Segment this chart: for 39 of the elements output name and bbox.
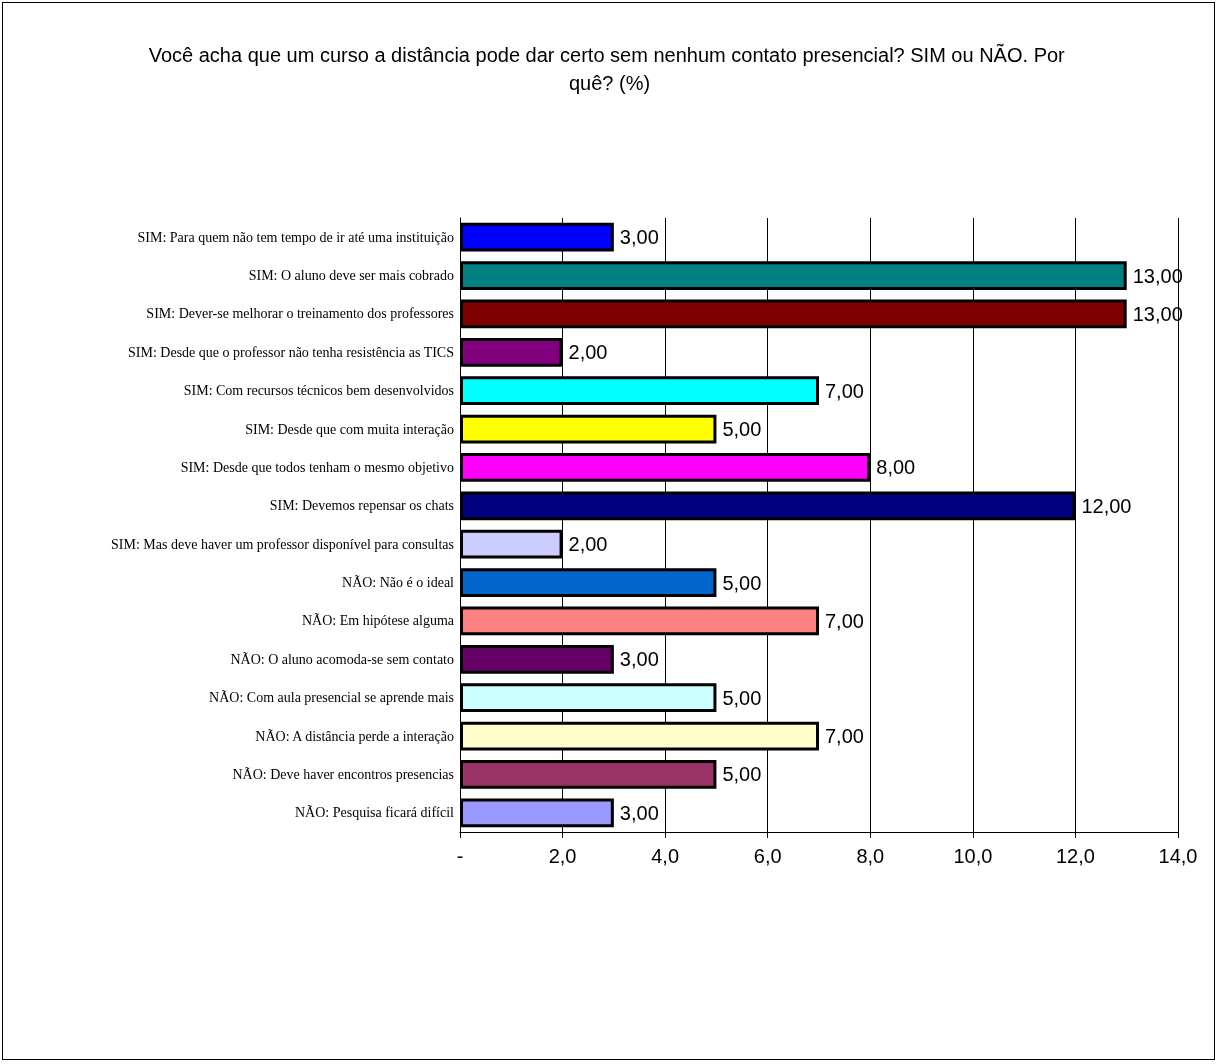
data-label: 5,00 [722,763,762,786]
y-tick-label: NÃO: Deve haver encontros presencias [232,766,454,782]
data-label: 3,00 [619,648,659,671]
y-tick-label: NÃO: O aluno acomoda-se sem contato [230,651,454,667]
y-tick-label: SIM: Desde que o professor não tenha resistência as TICS [128,344,454,360]
data-label: 3,00 [619,801,659,824]
x-tick-label: 6,0 [753,845,782,867]
data-label: 5,00 [722,418,762,441]
x-tick-label: 8,0 [856,845,885,867]
x-tick-label: 4,0 [651,845,680,867]
y-tick-label: NÃO: Pesquisa ficará difícil [294,805,455,821]
y-tick-label: NÃO: Com aula presencial se aprende mais [209,690,454,706]
chart-title: Você acha que um curso a distância pode dar certo sem nenhum contato presencial? SIM ou NÃO. Por quê? (%) [148,43,1071,94]
y-tick-label: NÃO: A distância perde a interação [255,728,454,744]
y-tick-label: SIM: Com recursos técnicos bem desenvolvidos [183,383,454,399]
data-label: 2,00 [568,341,608,364]
data-label: 7,00 [825,379,864,402]
y-tick-label: SIM: Para quem não tem tempo de ir até uma instituição [137,229,454,245]
y-tick-label: NÃO: Não é o ideal [342,575,455,591]
data-label: 5,00 [722,571,762,594]
y-tick-label: NÃO: Em hipótese alguma [301,613,455,629]
x-tick-label: 2,0 [548,845,577,867]
x-tick-label: - [456,845,464,867]
y-tick-label: SIM: O aluno deve ser mais cobrado [248,268,454,284]
y-tick-label: SIM: Desde que todos tenham o mesmo objetivo [180,459,454,475]
data-label: 12,00 [1081,494,1132,517]
data-label: 3,00 [619,226,659,249]
x-tick-label: 10,0 [953,845,993,867]
y-tick-label: SIM: Dever-se melhorar o treinamento dos professores [146,306,454,322]
x-tick-label: 14,0 [1158,845,1198,867]
data-label: 2,00 [568,533,608,556]
y-tick-label: SIM: Devemos repensar os chats [269,498,454,514]
data-label: 7,00 [825,725,864,748]
y-tick-label: SIM: Mas deve haver um professor disponível para consultas [111,536,454,552]
x-tick-label: 12,0 [1055,845,1095,867]
data-label: 5,00 [722,686,762,709]
y-tick-label: SIM: Desde que com muita interação [245,421,454,437]
data-label: 7,00 [825,609,864,632]
data-label: 8,00 [876,456,916,479]
